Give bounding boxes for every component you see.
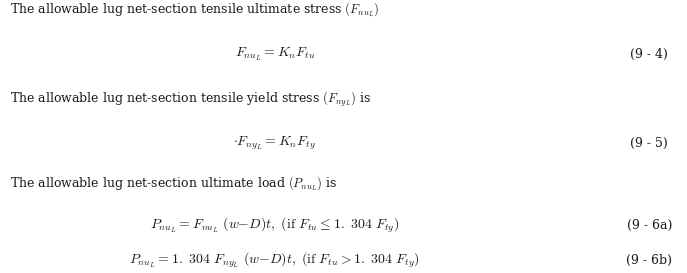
Text: The allowable lug net-section ultimate load $(P_{nu_{L}})$ is: The allowable lug net-section ultimate l… (10, 175, 337, 193)
Text: (9 - 5): (9 - 5) (631, 137, 668, 150)
Text: The allowable lug net-section tensile ultimate stress $(F_{nu_{L}})$: The allowable lug net-section tensile ul… (10, 1, 380, 19)
Text: $P_{nu_{L}} = 1.\ 304\ F_{ny_{L}}\ (w{-}D)t,\ (\mathrm{if}\ F_{tu} > 1.\ 304\ F_: $P_{nu_{L}} = 1.\ 304\ F_{ny_{L}}\ (w{-}… (129, 251, 420, 270)
Text: $\cdot F_{ny_{L}} = K_{n}F_{ty}$: $\cdot F_{ny_{L}} = K_{n}F_{ty}$ (234, 135, 316, 152)
Text: (9 - 6a): (9 - 6a) (627, 219, 672, 232)
Text: (9 - 6b): (9 - 6b) (627, 254, 672, 267)
Text: $F_{nu_{L}} = K_{n}F_{tu}$: $F_{nu_{L}} = K_{n}F_{tu}$ (235, 46, 315, 63)
Text: The allowable lug net-section tensile yield stress $(F_{ny_{L}})$ is: The allowable lug net-section tensile yi… (10, 90, 372, 109)
Text: $P_{nu_{L}} = F_{nu_{L}}\ (w{-}D)t,\ (\mathrm{if}\ F_{tu} \leq 1.\ 304\ F_{ty})$: $P_{nu_{L}} = F_{nu_{L}}\ (w{-}D)t,\ (\m… (150, 216, 399, 235)
Text: (9 - 4): (9 - 4) (630, 48, 668, 61)
